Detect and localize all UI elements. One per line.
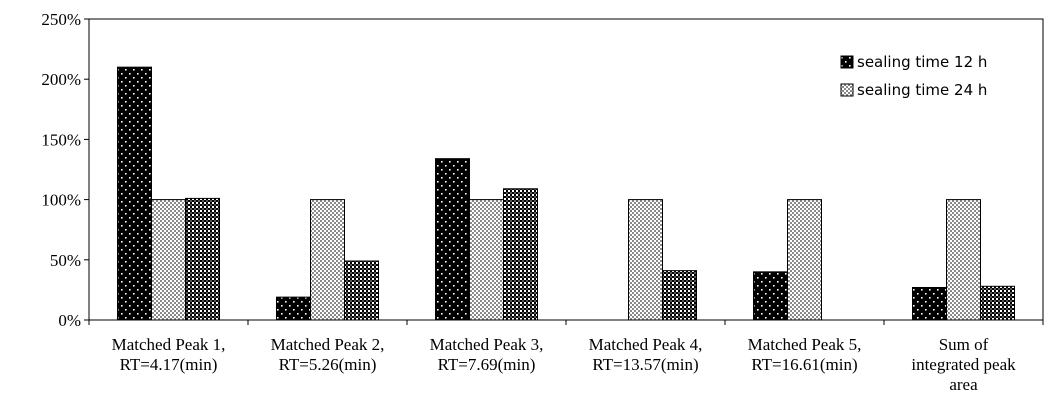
y-tick-label: 150% — [41, 130, 81, 149]
bar-checker-dark-cat6 — [980, 285, 1015, 321]
x-category-label-line: Matched Peak 5, — [748, 335, 862, 354]
bar-dots-black-cat6 — [912, 286, 947, 321]
bars — [117, 66, 1015, 321]
bar-checker-light-cat2 — [310, 199, 345, 321]
bar-checker-light-cat1 — [151, 199, 186, 321]
legend-label: sealing time 12 h — [857, 53, 987, 71]
x-category-label: Matched Peak 3, RT=7.69(min) — [430, 335, 544, 374]
x-category-label-line: RT=16.61(min) — [751, 355, 857, 374]
bar-checker-light-cat5 — [787, 199, 822, 321]
x-category-label: Matched Peak 5, RT=16.61(min) — [748, 335, 862, 374]
x-category-label-line: Matched Peak 3, — [430, 335, 544, 354]
bar-checker-light-cat3 — [469, 199, 504, 321]
bar-checker-light-cat6 — [946, 199, 981, 321]
x-category-label-line: Matched Peak 1, — [112, 335, 226, 354]
x-category-label-line: Sum of — [939, 335, 989, 354]
bar-checker-dark-cat1 — [185, 197, 220, 321]
x-category-label-line: RT=7.69(min) — [438, 355, 536, 374]
y-tick-label: 250% — [41, 10, 81, 29]
bar-checker-dark-cat2 — [344, 260, 379, 321]
legend-swatch-checker-light — [840, 83, 854, 97]
bar-dots-black-cat1 — [117, 66, 152, 321]
legend-label: sealing time 24 h — [857, 81, 987, 99]
x-category-label-line: RT=4.17(min) — [120, 355, 218, 374]
bar-checker-dark-cat3 — [503, 188, 538, 321]
bar-dots-black-cat5 — [753, 271, 788, 321]
x-category-label-line: integrated peak — [911, 355, 1016, 374]
y-tick-label: 0% — [58, 311, 81, 330]
y-tick-label: 100% — [41, 191, 81, 210]
x-category-label-line: Matched Peak 4, — [589, 335, 703, 354]
x-category-label-line: Matched Peak 2, — [271, 335, 385, 354]
bar-checker-dark-cat4 — [662, 270, 697, 321]
x-category-label: Matched Peak 1, RT=4.17(min) — [112, 335, 226, 374]
axes — [84, 18, 1044, 325]
y-tick-label: 50% — [50, 251, 81, 270]
legend-swatch-dots-black — [840, 55, 854, 69]
x-category-label: Matched Peak 4, RT=13.57(min) — [589, 335, 703, 374]
labels: 0% 50% 100% 150% 200% 250% Matched Peak 1, RT=4… — [41, 10, 1016, 394]
y-tick-label: 200% — [41, 70, 81, 89]
bar-dots-black-cat3 — [435, 158, 470, 321]
bar-dots-black-cat2 — [276, 296, 311, 321]
x-category-label: Matched Peak 2, RT=5.26(min) — [271, 335, 385, 374]
legend: sealing time 12 h sealing time 24 h — [840, 53, 987, 99]
x-category-label-line: area — [949, 375, 978, 394]
x-category-label-line: RT=13.57(min) — [592, 355, 698, 374]
bar-checker-light-cat4 — [628, 199, 663, 321]
x-category-label-line: RT=5.26(min) — [279, 355, 377, 374]
x-category-label: Sum of integrated peak area — [911, 335, 1016, 394]
